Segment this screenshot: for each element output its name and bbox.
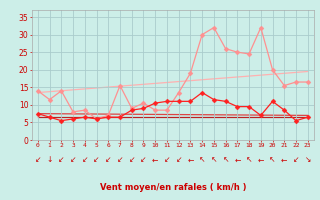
Text: ↙: ↙ bbox=[117, 156, 123, 164]
Text: ←: ← bbox=[281, 156, 287, 164]
Text: ↙: ↙ bbox=[70, 156, 76, 164]
Text: ←: ← bbox=[258, 156, 264, 164]
Text: ↙: ↙ bbox=[58, 156, 65, 164]
Text: ↘: ↘ bbox=[305, 156, 311, 164]
Text: ↖: ↖ bbox=[222, 156, 229, 164]
Text: ↓: ↓ bbox=[46, 156, 53, 164]
Text: ↙: ↙ bbox=[93, 156, 100, 164]
Text: ←: ← bbox=[187, 156, 194, 164]
Text: ↙: ↙ bbox=[129, 156, 135, 164]
Text: ←: ← bbox=[234, 156, 241, 164]
Text: ↙: ↙ bbox=[140, 156, 147, 164]
Text: Vent moyen/en rafales ( km/h ): Vent moyen/en rafales ( km/h ) bbox=[100, 183, 246, 192]
Text: ↖: ↖ bbox=[246, 156, 252, 164]
Text: ↙: ↙ bbox=[105, 156, 111, 164]
Text: ↙: ↙ bbox=[164, 156, 170, 164]
Text: ↖: ↖ bbox=[199, 156, 205, 164]
Text: ↖: ↖ bbox=[211, 156, 217, 164]
Text: ←: ← bbox=[152, 156, 158, 164]
Text: ↙: ↙ bbox=[175, 156, 182, 164]
Text: ↙: ↙ bbox=[293, 156, 299, 164]
Text: ↙: ↙ bbox=[82, 156, 88, 164]
Text: ↙: ↙ bbox=[35, 156, 41, 164]
Text: ↖: ↖ bbox=[269, 156, 276, 164]
